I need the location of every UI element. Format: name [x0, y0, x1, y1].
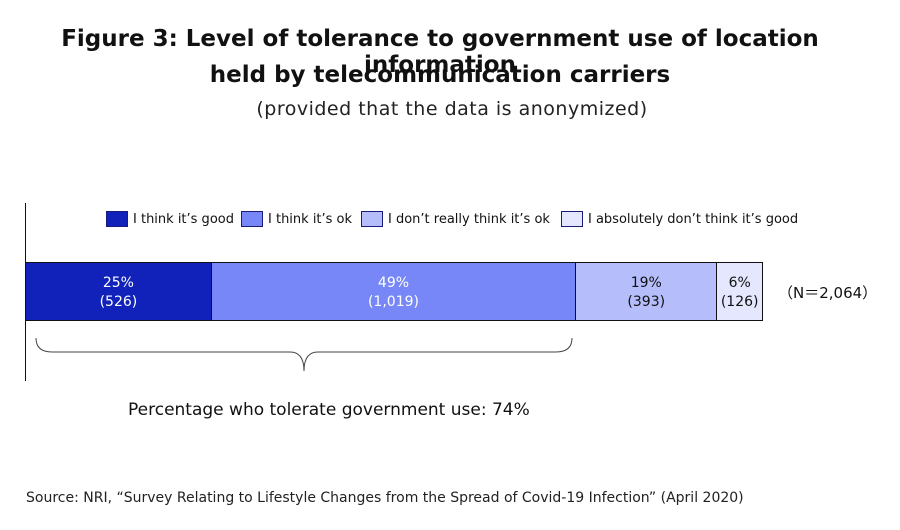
legend-label: I absolutely don’t think it’s good: [588, 211, 799, 227]
segment-count-label: (526): [99, 294, 138, 310]
chart-title-line-1: Figure 3: Level of tolerance to governme…: [61, 26, 819, 78]
legend-label: I don’t really think it’s ok: [388, 211, 550, 227]
stacked-bar: 25% (526) 49% (1,019) 19% (393) 6% (126): [25, 262, 763, 321]
bar-segment-3: 19% (393): [576, 263, 718, 320]
legend-swatch: [361, 211, 383, 227]
segment-percent-label: 25%: [102, 275, 134, 291]
legend-swatch: [106, 211, 128, 227]
bar-segment-1: 25% (526): [26, 263, 212, 320]
segment-percent-label: 19%: [630, 275, 662, 291]
segment-count-label: (393): [627, 294, 666, 310]
bar-segment-2: 49% (1,019): [211, 263, 577, 320]
tolerate-summary: Percentage who tolerate government use: …: [128, 400, 530, 420]
brace-bracket: [35, 337, 573, 372]
segment-count-label: (1,019): [367, 294, 419, 310]
legend-swatch: [561, 211, 583, 227]
legend-item-good: I think it’s good: [106, 209, 234, 229]
legend-label: I think it’s ok: [268, 211, 353, 227]
source-note: Source: NRI, “Survey Relating to Lifesty…: [26, 490, 744, 506]
legend-swatch: [241, 211, 263, 227]
chart-title-line-2: held by telecommunication carriers: [209, 62, 671, 88]
chart-subtitle: (provided that the data is anonymized): [256, 98, 648, 120]
legend-item-absolutely-not-good: I absolutely don’t think it’s good: [561, 209, 798, 229]
segment-percent-label: 6%: [728, 275, 751, 291]
legend-item-not-really-ok: I don’t really think it’s ok: [361, 209, 550, 229]
segment-count-label: (126): [720, 294, 759, 310]
bar-segment-4: 6% (126): [717, 263, 762, 320]
legend-item-ok: I think it’s ok: [241, 209, 352, 229]
legend-label: I think it’s good: [133, 211, 234, 227]
segment-percent-label: 49%: [377, 275, 410, 291]
sample-size-label: （N＝2,064）: [778, 284, 878, 302]
